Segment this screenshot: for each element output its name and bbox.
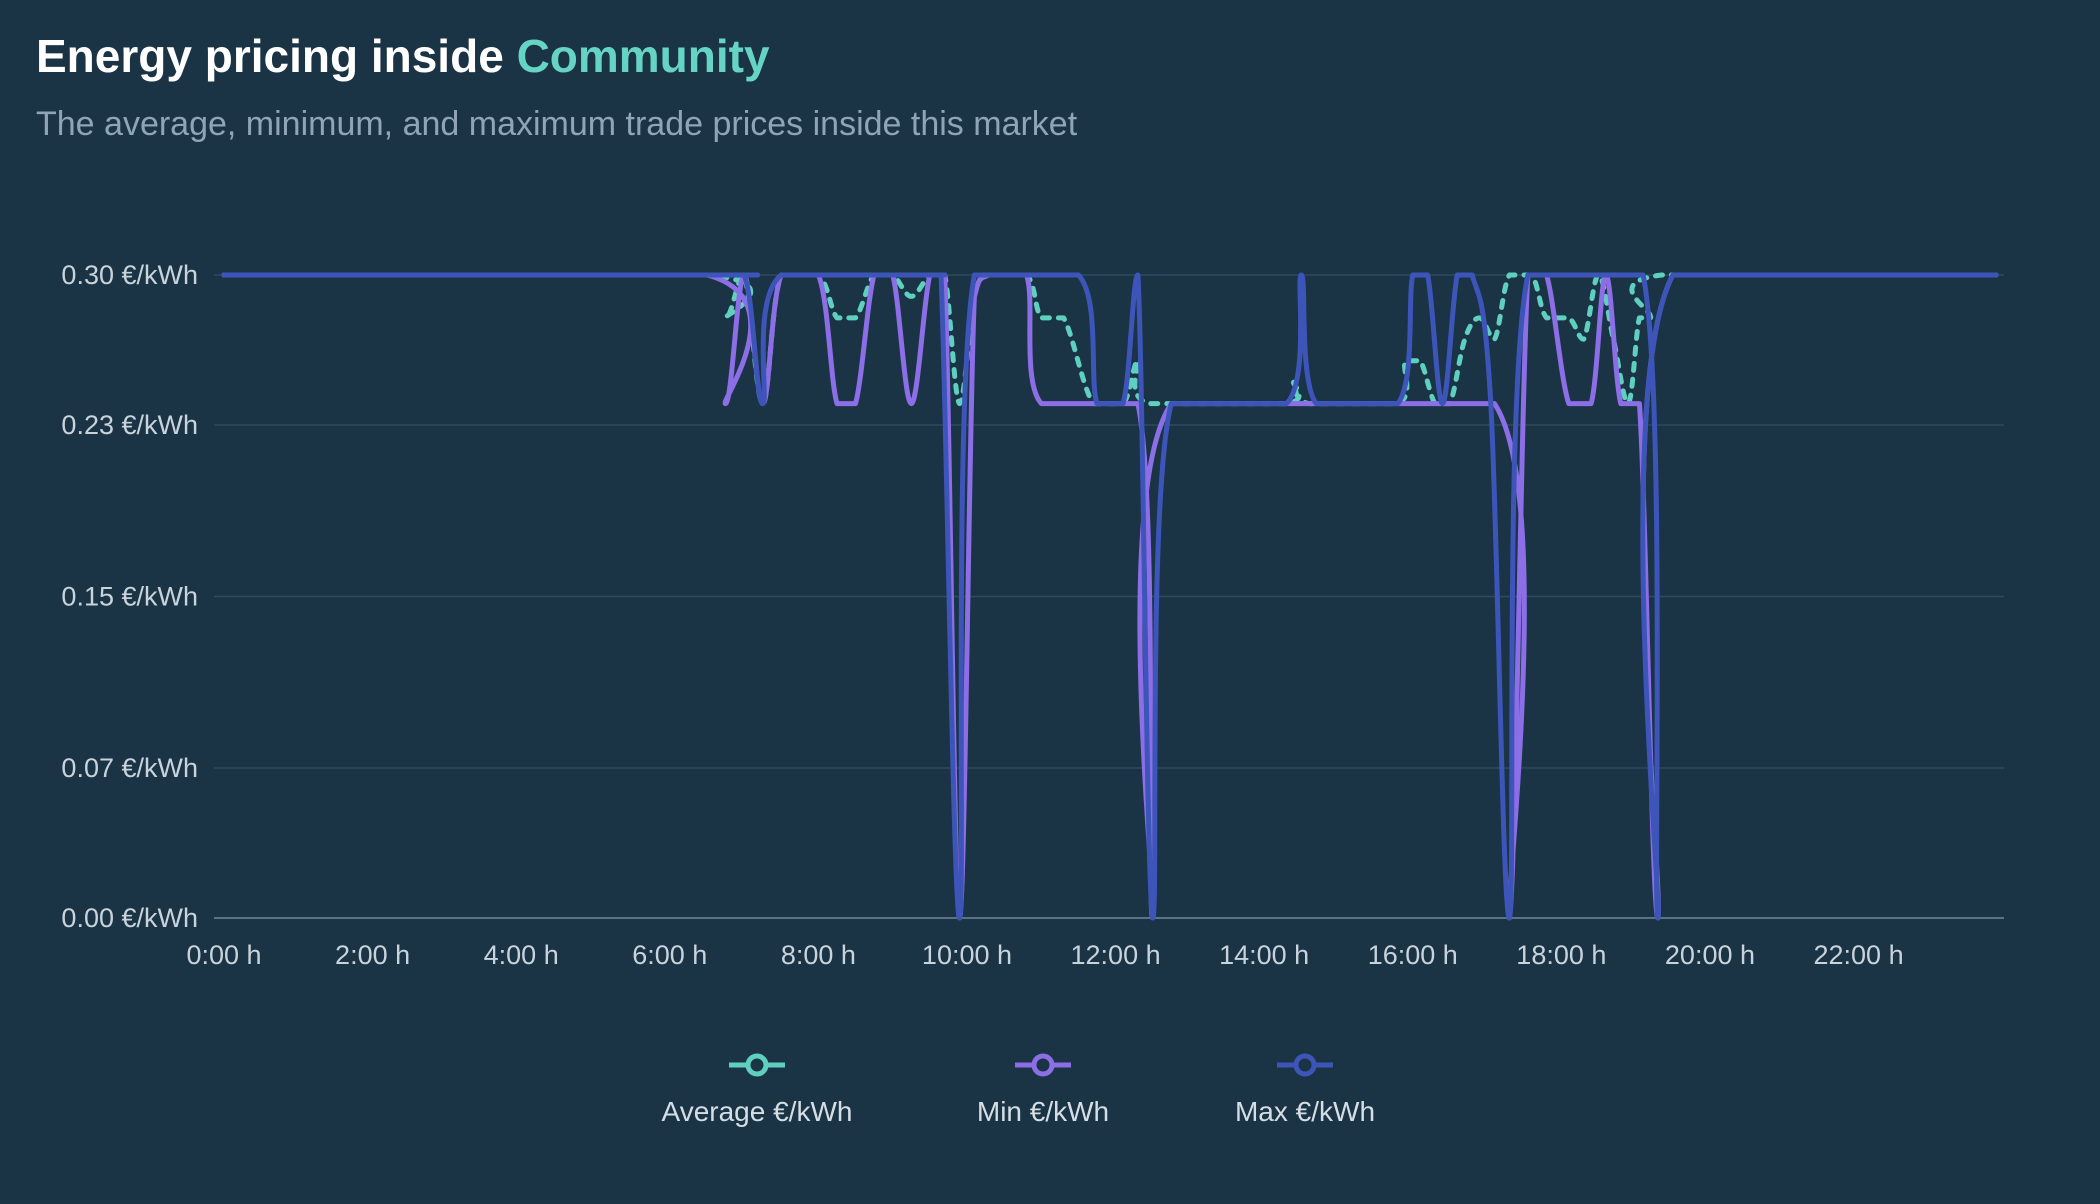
x-tick-label: 0:00 h xyxy=(186,940,261,970)
y-axis-ticks: 0.00 €/kWh 0.07 €/kWh 0.15 €/kWh 0.23 €/kWh… xyxy=(61,260,198,933)
legend-label-max: Max €/kWh xyxy=(1234,1096,1376,1127)
legend-label-min: Min €/kWh xyxy=(976,1096,1110,1127)
legend-label-average: Average €/kWh xyxy=(661,1096,853,1127)
x-tick-label: 18:00 h xyxy=(1516,940,1606,970)
y-tick-label: 0.15 €/kWh xyxy=(61,582,198,612)
x-tick-label: 10:00 h xyxy=(922,940,1012,970)
x-tick-label: 14:00 h xyxy=(1219,940,1309,970)
legend-item-average[interactable]: Average €/kWh xyxy=(627,1050,887,1128)
chart-title: Energy pricing inside Community xyxy=(36,24,1077,88)
x-axis-ticks: 0:00 h 2:00 h 4:00 h 6:00 h 8:00 h 10:00 h 12:… xyxy=(186,940,1903,970)
x-tick-label: 16:00 h xyxy=(1368,940,1458,970)
x-tick-label: 12:00 h xyxy=(1071,940,1161,970)
legend-item-min[interactable]: Min €/kWh xyxy=(913,1050,1173,1128)
y-tick-label: 0.23 €/kWh xyxy=(61,410,198,440)
x-tick-label: 8:00 h xyxy=(781,940,856,970)
max-price-line xyxy=(221,272,1999,921)
chart-legend: Average €/kWh Min €/kWh Max €/kWh xyxy=(0,1050,2100,1170)
chart-header: Energy pricing inside Community The aver… xyxy=(36,24,1077,146)
title-accent: Community xyxy=(516,30,770,82)
min-legend-marker-icon xyxy=(1015,1053,1071,1077)
y-tick-label: 0.30 €/kWh xyxy=(61,260,198,290)
x-tick-label: 20:00 h xyxy=(1665,940,1755,970)
x-tick-label: 6:00 h xyxy=(632,940,707,970)
x-tick-label: 22:00 h xyxy=(1814,940,1904,970)
max-legend-marker-icon xyxy=(1277,1053,1333,1077)
series-lines xyxy=(221,272,1999,921)
x-tick-label: 4:00 h xyxy=(484,940,559,970)
y-tick-label: 0.07 €/kWh xyxy=(61,753,198,783)
average-legend-marker-icon xyxy=(729,1053,785,1077)
grid-lines xyxy=(214,274,2004,919)
x-tick-label: 2:00 h xyxy=(335,940,410,970)
chart-subtitle: The average, minimum, and maximum trade … xyxy=(36,105,1078,143)
y-tick-label: 0.00 €/kWh xyxy=(61,903,198,933)
title-prefix: Energy pricing inside xyxy=(36,30,504,82)
legend-item-max[interactable]: Max €/kWh xyxy=(1175,1050,1435,1128)
average-price-line xyxy=(221,272,1999,407)
